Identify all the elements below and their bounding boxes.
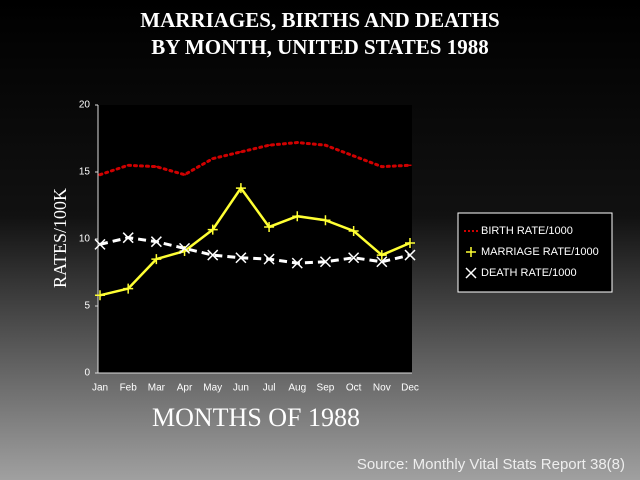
point <box>179 242 191 254</box>
series-line <box>99 185 411 297</box>
x-axis-title: MONTHS OF 1988 <box>152 403 360 432</box>
point <box>320 215 331 226</box>
point <box>123 283 134 294</box>
y-tick-label: 15 <box>79 167 91 178</box>
legend-label: BIRTH RATE/1000 <box>481 225 573 237</box>
chart-title: MARRIAGES, BIRTHS AND DEATHS <box>140 8 499 32</box>
point <box>95 290 105 301</box>
point <box>263 253 275 265</box>
point <box>207 249 219 261</box>
y-tick-label: 5 <box>84 301 90 312</box>
point <box>264 221 275 232</box>
x-tick-label: Apr <box>177 383 193 394</box>
point <box>207 224 218 235</box>
series-line <box>99 236 411 265</box>
x-tick-label: Feb <box>120 383 138 394</box>
point <box>319 256 331 268</box>
point <box>235 252 247 264</box>
legend <box>457 212 613 293</box>
y-axis-title: RATES/100K <box>50 188 70 288</box>
x-tick-label: Dec <box>401 383 419 394</box>
point <box>292 211 303 222</box>
point <box>291 257 303 269</box>
x-tick-label: Mar <box>148 383 166 394</box>
point <box>348 225 359 236</box>
point <box>122 232 134 244</box>
chart-subtitle: BY MONTH, UNITED STATES 1988 <box>151 35 488 59</box>
x-tick-label: Aug <box>288 383 306 394</box>
point <box>348 252 360 264</box>
x-tick-label: Jun <box>233 383 249 394</box>
point <box>405 238 415 249</box>
source-note: Source: Monthly Vital Stats Report 38(8) <box>357 456 625 473</box>
y-tick-label: 20 <box>79 100 91 111</box>
x-tick-label: Sep <box>317 383 335 394</box>
x-tick-label: Jul <box>263 383 276 394</box>
point <box>151 254 162 265</box>
x-tick-label: Oct <box>346 383 362 394</box>
point <box>94 238 106 250</box>
y-tick-label: 10 <box>79 234 91 245</box>
point <box>150 236 162 248</box>
legend-label: MARRIAGE RATE/1000 <box>481 246 599 258</box>
series-line <box>98 141 412 177</box>
y-tick-label: 0 <box>84 368 90 379</box>
legend-marker <box>465 267 477 279</box>
point <box>404 249 416 261</box>
legend-label: DEATH RATE/1000 <box>481 267 577 279</box>
x-tick-label: Jan <box>92 383 108 394</box>
x-tick-label: May <box>203 383 222 394</box>
point <box>376 250 387 261</box>
legend-marker <box>466 247 476 257</box>
point <box>235 183 246 194</box>
x-tick-label: Nov <box>373 383 391 394</box>
point <box>376 256 388 268</box>
